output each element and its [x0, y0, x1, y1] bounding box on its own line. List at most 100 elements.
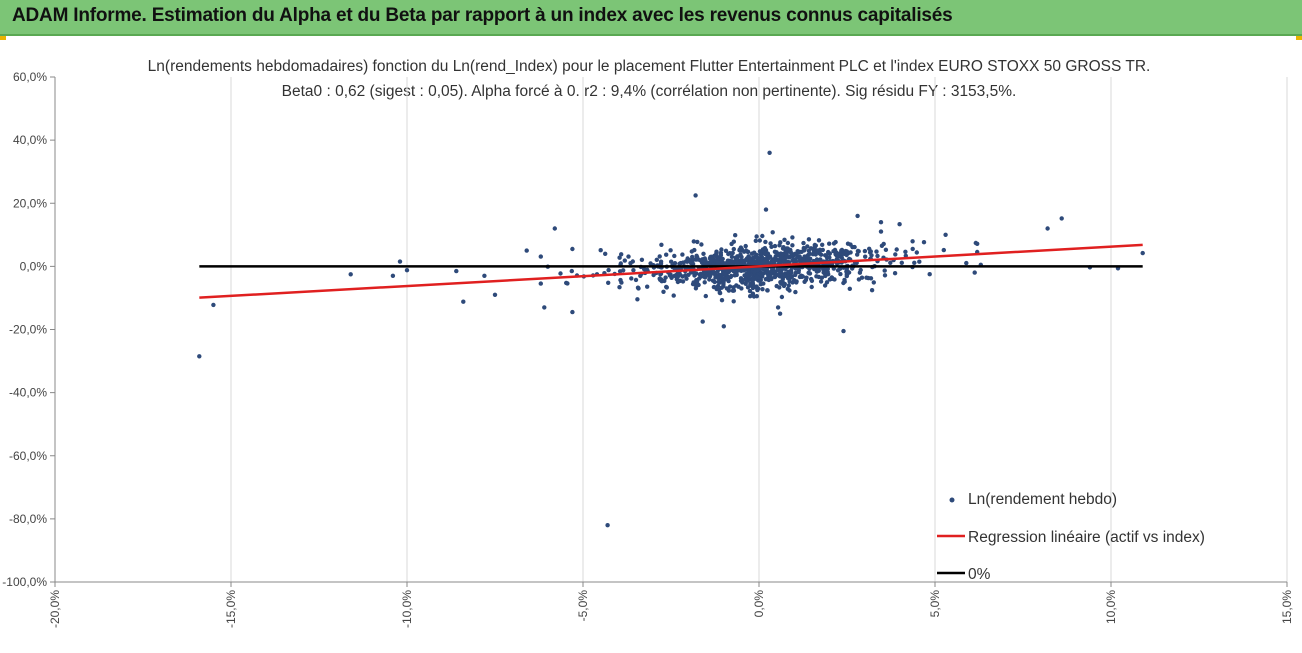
scatter-point	[729, 241, 734, 247]
banner-accent-right	[1296, 36, 1302, 40]
scatter-point	[639, 257, 645, 262]
chart-subtitle: Beta0 : 0,62 (sigest : 0,05). Alpha forc…	[282, 83, 1017, 100]
scatter-point	[910, 239, 915, 244]
x-tick-label: -15,0%	[224, 590, 238, 628]
scatter-point	[725, 260, 730, 265]
scatter-point	[698, 271, 703, 276]
scatter-point	[731, 285, 736, 290]
scatter-point	[763, 239, 768, 245]
legend-label: Regression linéaire (actif vs index)	[968, 529, 1205, 546]
scatter-point	[912, 260, 917, 265]
scatter-point	[721, 324, 726, 329]
scatter-point	[694, 257, 699, 262]
scatter-point	[789, 274, 795, 279]
scatter-point	[690, 254, 695, 260]
scatter-point	[606, 280, 611, 285]
series-lines	[199, 243, 1143, 299]
scatter-point	[730, 250, 735, 256]
x-tick-label: 5,0%	[928, 590, 942, 618]
scatter-point	[773, 255, 778, 261]
scatter-point	[719, 256, 724, 261]
scatter-point	[863, 254, 868, 259]
scatter-point	[781, 245, 786, 250]
scatter-point	[767, 254, 773, 259]
scatter-point	[818, 279, 824, 284]
scatter-point	[703, 273, 709, 279]
scatter-point	[492, 292, 498, 297]
scatter-point	[763, 207, 769, 212]
scatter-point	[841, 280, 846, 286]
scatter-point	[732, 273, 737, 278]
scatter-point	[723, 272, 728, 277]
scatter-point	[777, 243, 782, 248]
scatter-point	[972, 270, 977, 275]
scatter-point	[775, 267, 781, 273]
scatter-point	[684, 276, 689, 281]
scatter-point	[844, 268, 850, 273]
scatter-point	[690, 261, 696, 267]
scatter-point	[629, 276, 634, 281]
scatter-point	[807, 251, 812, 256]
scatter-point	[681, 260, 686, 265]
scatter-point	[817, 249, 822, 255]
scatter-point	[783, 266, 788, 272]
scatter-point	[538, 281, 543, 286]
scatter-point	[856, 277, 862, 282]
scatter-point	[734, 269, 739, 274]
scatter-point	[893, 252, 898, 257]
scatter-point	[824, 280, 830, 285]
scatter-point	[685, 259, 690, 264]
scatter-point	[211, 302, 216, 308]
scatter-point	[754, 294, 759, 299]
scatter-point	[805, 256, 811, 261]
scatter-point	[868, 249, 873, 254]
scatter-point	[197, 354, 202, 359]
scatter-point	[751, 284, 757, 289]
scatter-point	[1140, 250, 1145, 256]
scatter-point	[757, 249, 763, 254]
scatter-point	[663, 275, 668, 280]
scatter-point	[871, 280, 876, 285]
scatter-point	[781, 283, 787, 289]
scatter-point	[638, 273, 643, 278]
scatter-point	[731, 246, 736, 252]
x-tick-label: -20,0%	[48, 590, 62, 628]
scatter-point	[482, 273, 487, 278]
scatter-point	[864, 275, 869, 280]
scatter-point	[696, 276, 702, 281]
scatter-point	[807, 271, 812, 276]
scatter-point	[757, 238, 762, 243]
scatter-point	[698, 258, 703, 263]
scatter-point	[630, 259, 635, 264]
scatter-point	[691, 239, 696, 244]
scatter-point	[796, 268, 801, 273]
scatter-point	[750, 280, 755, 285]
scatter-point	[717, 280, 722, 285]
x-tick-label: 0,0%	[752, 590, 766, 618]
scatter-point	[786, 283, 791, 288]
scatter-point	[740, 277, 745, 283]
scatter-point	[812, 266, 817, 272]
scatter-point	[619, 252, 624, 257]
scatter-point	[751, 255, 756, 260]
scatter-point	[770, 230, 775, 235]
report-banner: ADAM Informe. Estimation du Alpha et du …	[0, 0, 1302, 36]
scatter-point	[761, 281, 766, 286]
scatter-point	[809, 284, 814, 290]
scatter-point	[785, 276, 791, 281]
scatter-point	[680, 252, 685, 257]
scatter-point	[875, 253, 880, 259]
scatter-point	[941, 247, 946, 253]
scatter-point	[605, 523, 610, 528]
scatter-point	[657, 254, 662, 259]
scatter-point	[882, 268, 887, 273]
scatter-point	[603, 251, 608, 256]
scatter-point	[693, 286, 699, 291]
x-tick-label: -10,0%	[400, 590, 414, 628]
y-tick-label: 40,0%	[13, 133, 47, 147]
y-tick-label: -80,0%	[9, 512, 47, 526]
scatter-point	[816, 238, 822, 243]
scatter-point	[461, 299, 466, 304]
scatter-point	[855, 248, 861, 254]
scatter-point	[1059, 216, 1064, 221]
